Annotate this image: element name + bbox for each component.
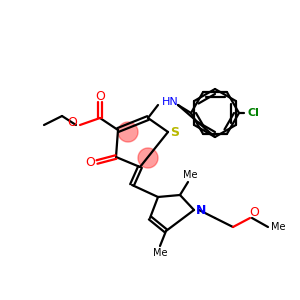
Text: O: O	[95, 89, 105, 103]
Text: O: O	[85, 155, 95, 169]
Circle shape	[118, 122, 138, 142]
Text: Me: Me	[183, 170, 197, 180]
Text: S: S	[170, 125, 179, 139]
Text: O: O	[67, 116, 77, 128]
Text: N: N	[196, 203, 206, 217]
Text: Cl: Cl	[247, 108, 259, 118]
Text: Me: Me	[271, 222, 285, 232]
Text: O: O	[249, 206, 259, 218]
Text: HN: HN	[162, 97, 178, 107]
Circle shape	[138, 148, 158, 168]
Text: Me: Me	[153, 248, 167, 258]
